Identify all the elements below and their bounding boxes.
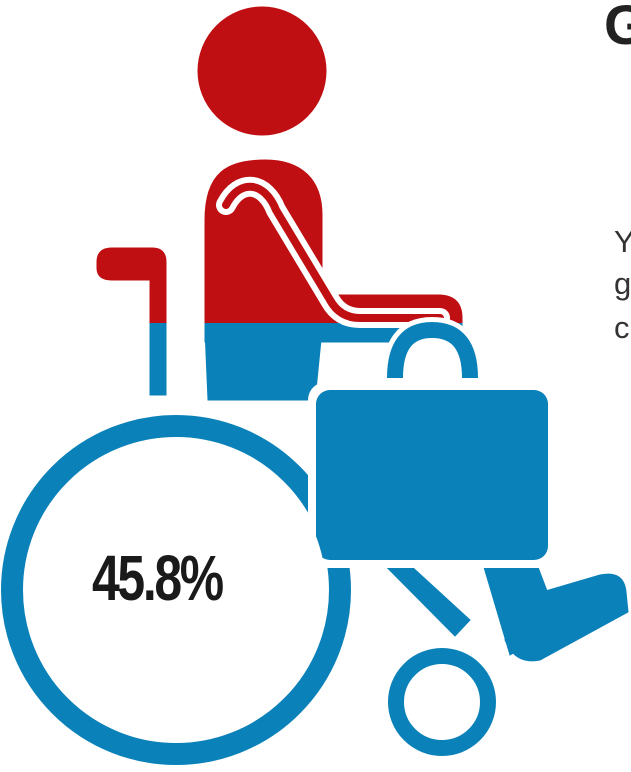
body-text-line-1: Y [614, 224, 631, 260]
body-text-line-3: c [614, 310, 630, 346]
body-text-line-2: g [614, 266, 631, 302]
percentage-value: 45.8% [92, 546, 248, 610]
heading-fragment: G [604, 0, 631, 57]
briefcase-body-shape [316, 390, 548, 560]
